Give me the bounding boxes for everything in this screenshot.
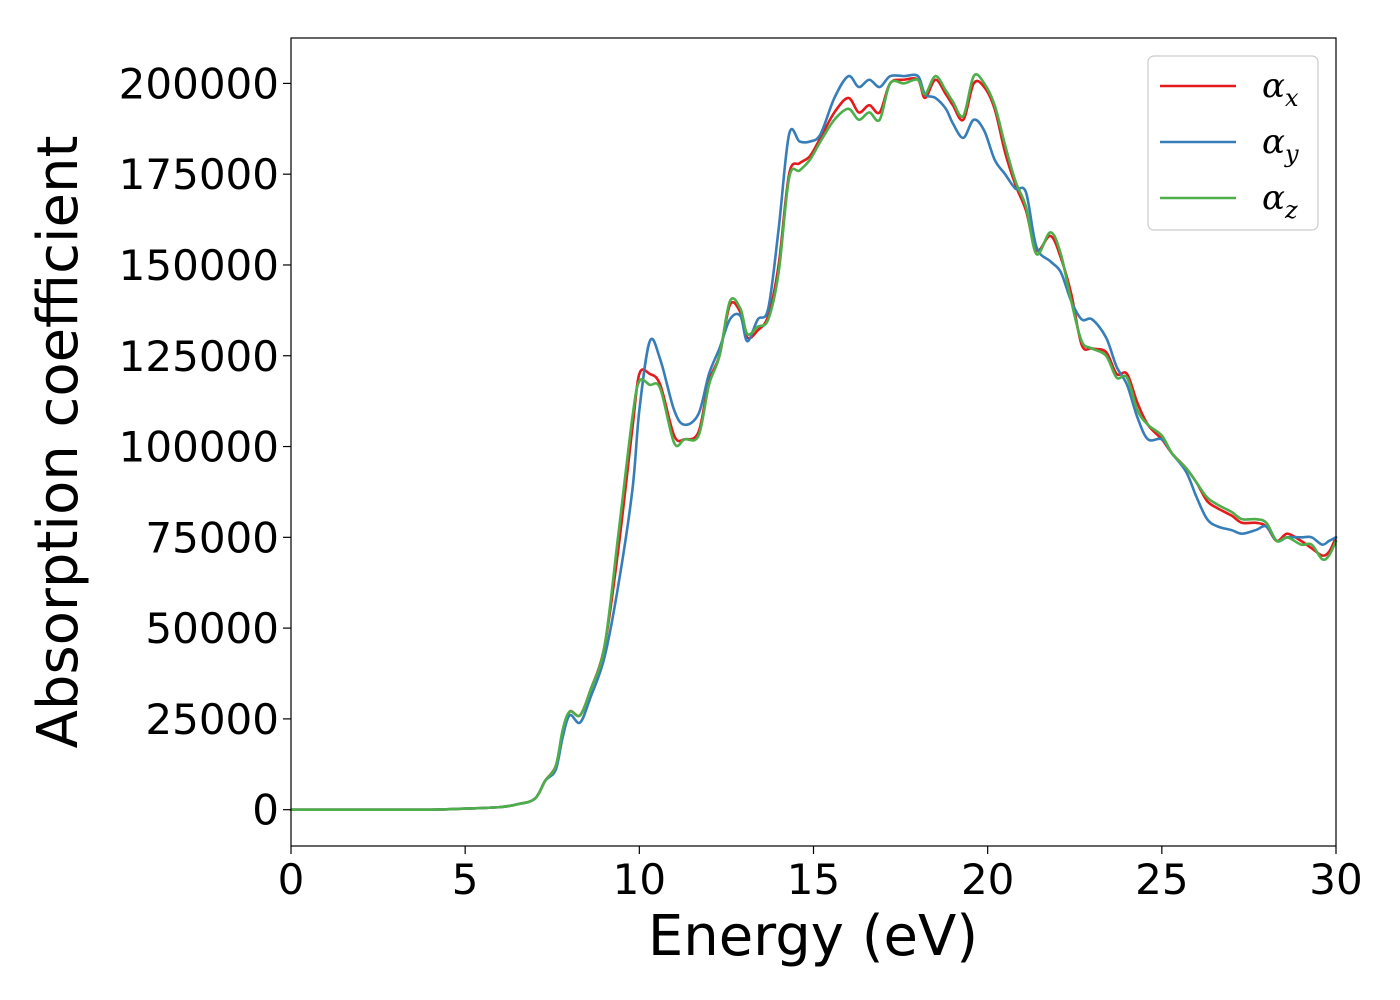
y-tick-label: 100000 [119,423,279,472]
x-axis-label: Energy (eV) [648,904,978,969]
x-tick-label: 10 [613,855,666,904]
y-tick-label: 75000 [145,513,279,562]
y-axis-label: Absorption coefficient [26,136,91,749]
x-tick-label: 25 [1135,855,1188,904]
y-tick-label: 125000 [119,332,279,381]
series-layer [289,73,1338,812]
x-tick-label: 20 [961,855,1014,904]
x-tick-label: 5 [452,855,479,904]
y-tick-label: 150000 [119,241,279,290]
y-tick-label: 50000 [145,604,279,653]
x-tick-label: 15 [787,855,840,904]
x-tick-label: 30 [1309,855,1362,904]
series-line-z [289,73,1338,812]
y-tick-label: 0 [252,786,279,835]
y-axis: 0 25000 50000 75000 100000 125000 150000 175000… [119,59,291,835]
y-tick-label: 200000 [119,59,279,108]
legend-label-y: αy [1262,122,1299,168]
y-tick-label: 25000 [145,695,279,744]
series-line-y [289,73,1338,812]
x-tick-label: 0 [278,855,305,904]
y-tick-label: 175000 [119,150,279,199]
x-axis: 0 5 10 15 20 25 30 [278,846,1363,904]
